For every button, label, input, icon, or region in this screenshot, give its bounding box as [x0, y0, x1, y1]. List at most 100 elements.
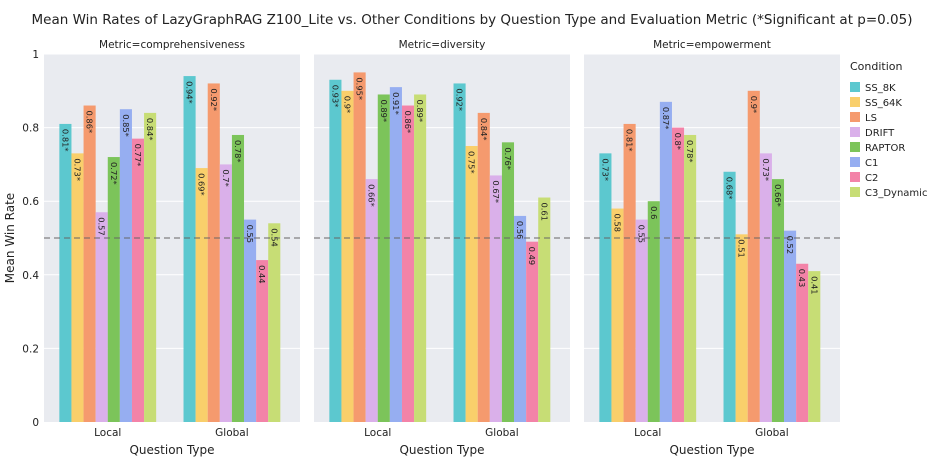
bar-value-label: 0.93* — [330, 85, 340, 108]
y-axis-title: Mean Win Rate — [3, 193, 17, 283]
bar-SS_64K-Global — [465, 146, 478, 422]
facet-panels: Metric=comprehensiveness0.81*0.73*0.86*0… — [22, 39, 840, 457]
bar-value-label: 0.67* — [491, 180, 501, 203]
bar-value-label: 0.86* — [403, 111, 413, 134]
y-tick-label: 1 — [32, 49, 39, 61]
bar-value-label: 0.73* — [600, 158, 610, 181]
bar-value-label: 0.55 — [245, 225, 255, 243]
bar-C1-Local — [119, 109, 132, 422]
facet-panel-1: Metric=diversity 0.93* 0.9*0.95* 0.66* 0.89*… — [314, 39, 570, 457]
legend-entry-SS_64K: SS_64K — [865, 98, 902, 109]
bar-C3_Dynamic-Global — [808, 271, 821, 422]
bar-RAPTOR-Global — [771, 179, 785, 422]
legend-entry-C3_Dynamic: C3_Dynamic — [865, 188, 927, 199]
bar-SS_64K-Local — [611, 208, 624, 422]
bar-LS-Local — [83, 105, 96, 423]
bar-DRIFT-Global — [489, 175, 502, 422]
y-tick-label: 0.8 — [22, 123, 39, 135]
bar-C3_Dynamic-Global — [268, 223, 281, 422]
bar-C2-Global — [256, 260, 269, 422]
bar-LS-Global — [207, 83, 220, 422]
facet-panel-0: Metric=comprehensiveness 0.81*0.73* 0.86* 0… — [44, 39, 300, 457]
legend-swatch-RAPTOR — [850, 142, 860, 152]
bar-C1-Global — [784, 230, 797, 422]
bar-SS_8K-Global — [183, 76, 196, 422]
bar-C1-Global — [514, 215, 527, 422]
legend-entry-RAPTOR: RAPTOR — [865, 143, 905, 154]
bar-value-label: 0.72* — [109, 162, 119, 185]
y-tick-label: 0.6 — [22, 196, 39, 208]
bar-value-label: 0.78* — [233, 140, 243, 163]
x-tick-label: Local — [364, 427, 391, 439]
bar-value-label: 0.66* — [367, 184, 377, 207]
bar-C2-Local — [131, 138, 145, 422]
bar-value-label: 0.73* — [73, 158, 83, 181]
y-tick-label: 0.2 — [22, 343, 39, 355]
bar-DRIFT-Global — [219, 164, 232, 422]
legend: Condition SS_8K SS_64K LS DRIFT RAPTOR C1 C2 C3_… — [850, 60, 927, 199]
bar-C1-Local — [389, 87, 402, 423]
bar-value-label: 0.81* — [625, 129, 635, 152]
bar-C2-Global — [796, 263, 809, 422]
bar-SS_8K-Global — [453, 83, 466, 422]
bar-C2-Global — [526, 241, 539, 422]
bar-value-label: 0.95* — [355, 77, 365, 100]
x-axis-title: Question Type — [399, 443, 484, 457]
bar-DRIFT-Local — [95, 212, 108, 422]
legend-swatch-SS_64K — [850, 97, 860, 107]
facet-title: Metric=comprehensiveness — [99, 39, 245, 51]
bar-value-label: 0.73* — [761, 158, 771, 181]
bar-value-label: 0.69* — [197, 173, 207, 196]
bar-LS-Global — [477, 112, 490, 422]
x-axis-title: Question Type — [669, 443, 754, 457]
bar-DRIFT-Local — [365, 179, 378, 422]
bar-SS_64K-Local — [71, 153, 84, 423]
legend-swatch-C3_Dynamic — [850, 187, 860, 197]
legend-entry-DRIFT: DRIFT — [865, 128, 895, 139]
bar-C3_Dynamic-Local — [414, 94, 427, 422]
bar-value-label: 0.61 — [539, 203, 549, 221]
legend-title: Condition — [850, 60, 903, 73]
legend-swatch-C1 — [850, 157, 860, 167]
bar-LS-Local — [353, 72, 366, 423]
bar-SS_64K-Global — [735, 234, 748, 422]
bar-C3_Dynamic-Local — [684, 134, 697, 422]
bar-RAPTOR-Global — [231, 134, 245, 422]
y-tick-label: 0 — [32, 417, 39, 429]
bar-C1-Local — [659, 101, 672, 422]
y-tick-label: 0.4 — [22, 270, 39, 282]
bar-value-label: 0.66* — [773, 184, 783, 207]
bar-value-label: 0.44 — [257, 265, 267, 283]
bar-value-label: 0.78* — [685, 140, 695, 163]
bar-value-label: 0.86* — [85, 111, 95, 134]
legend-swatch-DRIFT — [850, 127, 860, 137]
bar-value-label: 0.56 — [515, 221, 525, 239]
bar-value-label: 0.92* — [209, 88, 219, 111]
bar-value-label: 0.89* — [379, 99, 389, 122]
bar-value-label: 0.58 — [613, 214, 623, 232]
bar-SS_8K-Local — [59, 123, 72, 423]
legend-entry-SS_8K: SS_8K — [865, 83, 896, 94]
bar-value-label: 0.76* — [503, 147, 513, 170]
bar-SS_64K-Local — [341, 90, 354, 423]
bar-value-label: 0.9* — [749, 96, 759, 113]
bar-SS_64K-Global — [195, 168, 208, 422]
facet-panel-2: Metric=empowerment 0.73* 0.58 0.81* 0.550.6 0… — [584, 39, 840, 457]
x-tick-label: Global — [755, 427, 789, 439]
bar-C3_Dynamic-Global — [538, 197, 551, 422]
bar-value-label: 0.89* — [415, 99, 425, 122]
bar-C3_Dynamic-Local — [144, 112, 157, 422]
bar-value-label: 0.68* — [725, 177, 735, 200]
chart-title: Mean Win Rates of LazyGraphRAG Z100_Lite… — [32, 12, 913, 28]
bar-DRIFT-Local — [635, 219, 648, 422]
bar-SS_8K-Local — [599, 153, 612, 423]
bar-value-label: 0.8* — [673, 133, 683, 150]
x-axis-title: Question Type — [129, 443, 214, 457]
bar-value-label: 0.77* — [133, 144, 143, 167]
bar-RAPTOR-Local — [377, 94, 390, 422]
bar-value-label: 0.7* — [221, 169, 231, 186]
legend-swatch-SS_8K — [850, 82, 860, 92]
bar-RAPTOR-Local — [107, 157, 120, 423]
facet-title: Metric=diversity — [399, 39, 486, 51]
facet-title: Metric=empowerment — [653, 39, 771, 51]
